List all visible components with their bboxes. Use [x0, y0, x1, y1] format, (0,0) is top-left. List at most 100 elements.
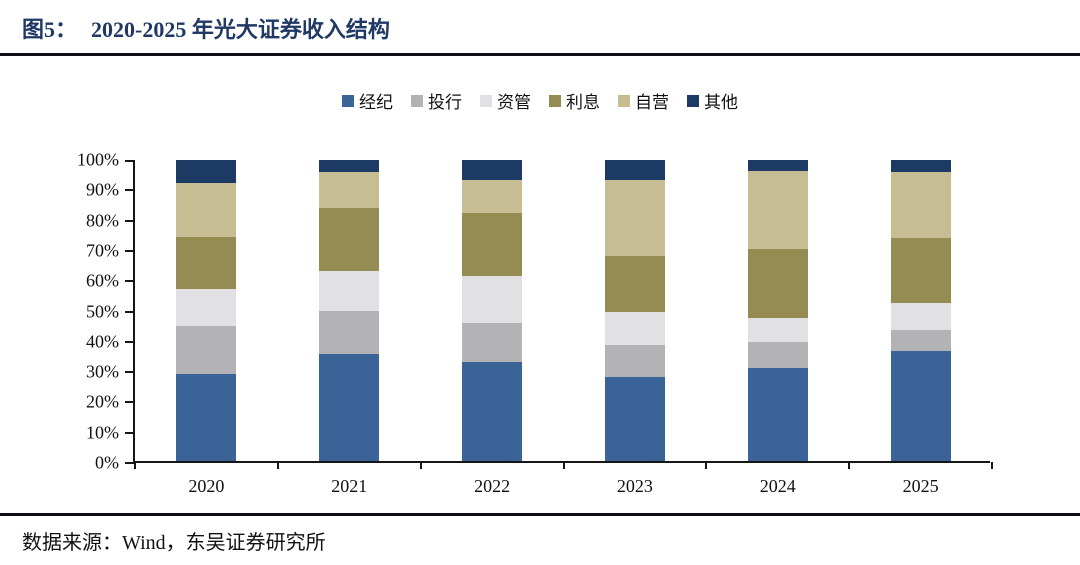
bar-segment-2023-投行: [604, 345, 665, 377]
x-axis-tick: [419, 462, 422, 469]
legend-label: 自营: [635, 93, 669, 112]
bar-segment-2020-自营: [176, 182, 237, 237]
bar-segment-2021-其他: [319, 160, 380, 173]
footer-divider: [0, 513, 1080, 516]
y-axis-tick: [125, 280, 134, 283]
bar-segment-2024-投行: [747, 342, 808, 368]
legend-item-经纪: 经纪: [342, 88, 393, 113]
y-axis-tick: [125, 431, 134, 434]
y-axis-label: 50%: [86, 301, 119, 321]
chart-plot-area: 0% 10% 20% 30% 40% 50% 60% 70% 80% 90% 100% 2020 202…: [77, 150, 993, 496]
bar-segment-2024-自营: [747, 170, 808, 249]
bar-segment-2023-自营: [604, 179, 665, 257]
y-axis-label: 100%: [77, 149, 119, 170]
bar-segment-2024-其他: [747, 160, 808, 171]
bar-segment-2025-资管: [890, 303, 951, 331]
y-axis-tick: [125, 340, 134, 343]
legend-item-利息: 利息: [549, 88, 600, 113]
y-axis-tick: [125, 249, 134, 252]
bar-segment-2022-其他: [462, 160, 523, 180]
y-axis-label: 80%: [86, 210, 119, 231]
figure-number-label: 图5：: [22, 17, 78, 42]
bar-segment-2020-经纪: [176, 373, 237, 461]
legend-label: 利息: [566, 93, 600, 112]
bar-segment-2020-其他: [176, 160, 237, 183]
x-axis-label-2021: 2021: [331, 476, 368, 496]
y-axis-label: 40%: [86, 331, 119, 352]
header-divider: [0, 53, 1080, 56]
bar-segment-2025-投行: [890, 330, 951, 352]
bar-segment-2021-经纪: [319, 354, 380, 461]
bar-segment-2024-经纪: [747, 367, 808, 461]
figure-title: 图5： 2020-2025 年光大证券收入结构: [22, 12, 390, 44]
x-axis-label-2020: 2020: [188, 476, 225, 496]
bar-segment-2022-经纪: [462, 361, 523, 461]
bar-segment-2022-自营: [462, 179, 523, 213]
legend-item-其他: 其他: [687, 88, 738, 113]
y-axis-tick: [125, 401, 134, 404]
legend-item-自营: 自营: [618, 88, 669, 113]
bar-segment-2020-资管: [176, 289, 237, 326]
bar-segment-2022-资管: [462, 275, 523, 323]
chart-legend: 经纪 投行 资管 利息 自营 其他: [0, 88, 1080, 113]
x-axis-tick: [991, 462, 993, 469]
bar-segment-2025-利息: [890, 238, 951, 303]
legend-label: 经纪: [359, 93, 393, 112]
legend-item-投行: 投行: [411, 88, 462, 113]
bar-segment-2023-其他: [604, 160, 665, 180]
x-axis-tick: [134, 462, 136, 469]
y-axis-tick: [125, 310, 134, 313]
legend-swatch-icon: [411, 94, 423, 107]
bar-segment-2025-经纪: [890, 351, 951, 461]
legend-swatch-icon: [480, 94, 492, 107]
y-axis-tick: [125, 371, 134, 374]
bar-segment-2023-经纪: [604, 376, 665, 461]
bar-segment-2020-投行: [176, 325, 237, 374]
y-axis-tick: [125, 462, 134, 464]
bar-segment-2021-利息: [319, 208, 380, 272]
y-axis-label: 0%: [95, 452, 119, 473]
bar-2022: [462, 160, 523, 461]
legend-label: 资管: [497, 93, 531, 112]
bar-segment-2025-自营: [890, 172, 951, 239]
bar-2025: [890, 160, 951, 461]
bar-segment-2024-利息: [747, 248, 808, 319]
legend-swatch-icon: [342, 94, 354, 107]
y-axis-tick: [125, 160, 134, 162]
bar-2024: [747, 160, 808, 461]
bar-segment-2021-自营: [319, 172, 380, 209]
x-axis-label-2024: 2024: [759, 476, 796, 496]
bar-segment-2023-资管: [604, 312, 665, 346]
bar-segment-2020-利息: [176, 236, 237, 290]
bar-2023: [604, 160, 665, 461]
y-axis-label: 90%: [86, 179, 119, 200]
bar-2021: [319, 160, 380, 461]
bar-segment-2024-资管: [747, 318, 808, 343]
legend-swatch-icon: [687, 94, 699, 107]
legend-item-资管: 资管: [480, 88, 531, 113]
bar-segment-2025-其他: [890, 160, 951, 173]
legend-label: 投行: [428, 93, 462, 112]
bar-segment-2022-利息: [462, 212, 523, 276]
legend-swatch-icon: [549, 94, 561, 107]
y-axis-label: 20%: [86, 391, 119, 412]
x-axis-tick: [276, 462, 279, 469]
y-axis-tick: [125, 189, 134, 192]
x-axis-tick: [562, 462, 565, 469]
y-axis-label: 30%: [86, 361, 119, 382]
x-axis-label-2023: 2023: [616, 476, 653, 496]
bar-segment-2021-资管: [319, 271, 380, 311]
figure-title-text: 2020-2025 年光大证券收入结构: [91, 17, 390, 42]
x-axis-tick: [705, 462, 708, 469]
x-axis-label-2022: 2022: [474, 476, 511, 496]
legend-label: 其他: [704, 93, 738, 112]
bar-segment-2023-利息: [604, 256, 665, 313]
y-axis-label: 60%: [86, 270, 119, 291]
bar-segment-2022-投行: [462, 322, 523, 362]
bar-2020: [176, 160, 237, 461]
x-axis-tick: [848, 462, 851, 469]
bar-segment-2021-投行: [319, 310, 380, 355]
legend-swatch-icon: [618, 94, 630, 107]
y-axis-tick: [125, 219, 134, 222]
y-axis-label: 10%: [86, 422, 119, 443]
